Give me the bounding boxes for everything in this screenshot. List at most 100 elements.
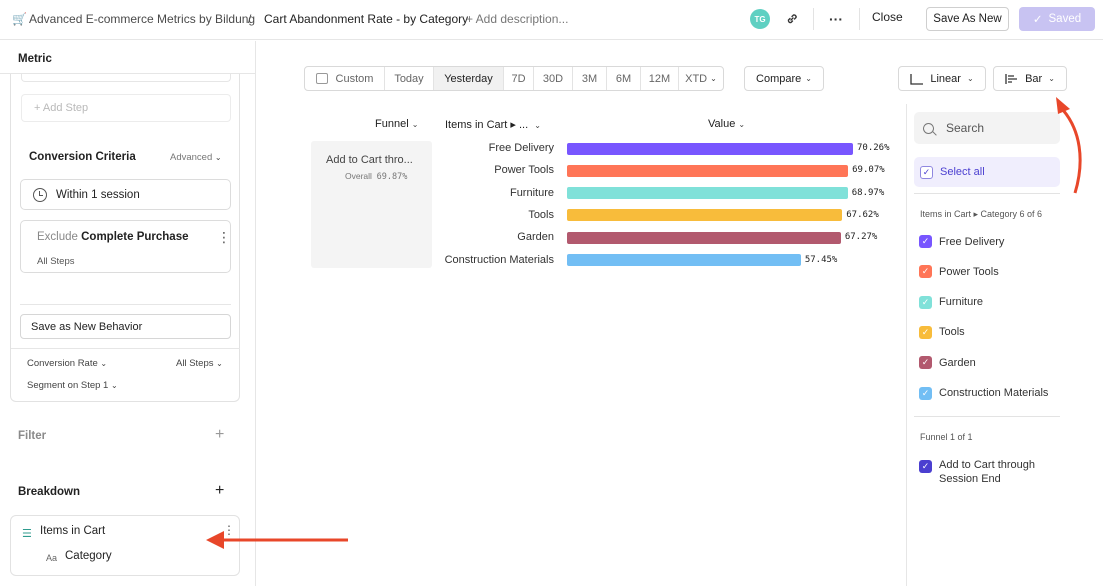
date-xtd[interactable]: XTD ⌄ xyxy=(685,72,717,85)
save-as-new-behavior-button[interactable]: Save as New Behavior xyxy=(20,314,231,339)
compare-dropdown[interactable]: Compare ⌄ xyxy=(744,66,824,91)
select-all-checkbox[interactable]: ✓ Select all xyxy=(914,157,1060,187)
segment-dropdown[interactable]: Segment on Step 1 ⌄ xyxy=(27,380,118,391)
chevron-down-icon: ⌄ xyxy=(738,120,746,129)
add-breakdown-icon[interactable]: + xyxy=(215,482,225,499)
date-3m[interactable]: 3M xyxy=(573,67,607,90)
bar[interactable] xyxy=(567,142,853,155)
date-yesterday[interactable]: Yesterday xyxy=(434,67,504,90)
bar-chart-icon xyxy=(1005,73,1018,84)
close-button[interactable]: Close xyxy=(872,10,903,24)
legend-section-category: Items in Cart ▸ Category 6 of 6 xyxy=(920,209,1043,219)
chart-type-dropdown[interactable]: Bar ⌄ xyxy=(993,66,1067,91)
saved-button[interactable]: ✓ Saved xyxy=(1019,7,1095,31)
add-description-link[interactable]: + Add description... xyxy=(466,12,569,26)
legend-section-funnel: Funnel 1 of 1 xyxy=(920,432,973,442)
legend-panel: Search ✓ Select all Items in Cart ▸ Cate… xyxy=(906,104,1103,586)
left-panel: Metric + Add Step Conversion Criteria Ad… xyxy=(0,41,256,586)
bar[interactable] xyxy=(567,164,849,177)
bar[interactable] xyxy=(567,231,841,244)
legend-item-funnel[interactable]: ✓ Add to Cart through Session End xyxy=(919,458,1059,486)
date-today[interactable]: Today xyxy=(385,67,434,90)
conversion-rate-dropdown[interactable]: Conversion Rate ⌄ xyxy=(27,358,108,369)
chevron-down-icon: ⌄ xyxy=(805,74,812,83)
column-header-items-in-cart[interactable]: Items in Cart ▸ ... ⌄ xyxy=(445,119,541,131)
scale-dropdown[interactable]: Linear ⌄ xyxy=(898,66,986,91)
legend-item[interactable]: ✓ Garden xyxy=(919,356,976,370)
chevron-down-icon: ⌄ xyxy=(110,381,118,390)
column-header-value[interactable]: Value ⌄ xyxy=(708,118,746,130)
save-as-new-button[interactable]: Save As New xyxy=(926,7,1009,31)
category-label: Garden xyxy=(517,231,554,244)
clock-icon xyxy=(33,187,47,202)
breakdown-property: Items in Cart xyxy=(40,525,106,537)
link-icon[interactable] xyxy=(781,8,803,30)
bar[interactable] xyxy=(567,187,848,200)
list-icon: ☰ xyxy=(22,528,32,540)
advanced-dropdown[interactable]: Advanced ⌄ xyxy=(170,152,222,163)
chevron-down-icon: ⌄ xyxy=(534,121,541,130)
category-label: Furniture xyxy=(509,186,554,199)
more-options-icon[interactable]: ··· xyxy=(829,11,843,27)
legend-search-input[interactable]: Search xyxy=(914,112,1060,144)
exclusion-label: Exclude Complete Purchase xyxy=(37,231,189,243)
bar[interactable] xyxy=(567,254,801,266)
checkbox-icon: ✓ xyxy=(919,356,932,370)
chevron-down-icon: ⌄ xyxy=(966,74,974,83)
avatar[interactable]: TG xyxy=(750,9,770,29)
add-filter-icon[interactable]: + xyxy=(215,426,225,443)
checkbox-icon: ✓ xyxy=(919,386,932,400)
report-title[interactable]: Cart Abandonment Rate - by Category xyxy=(264,12,469,26)
date-30d[interactable]: 30D xyxy=(534,67,573,90)
cart-icon: 🛒 xyxy=(12,12,27,26)
date-range-selector: Custom Today Yesterday 7D 30D 3M 6M 12M … xyxy=(304,66,724,91)
legend-item[interactable]: ✓ Construction Materials xyxy=(919,386,1048,400)
breadcrumb-separator: / xyxy=(248,12,252,26)
conversion-window-button[interactable]: Within 1 session xyxy=(20,179,231,210)
legend-item-label: Free Delivery xyxy=(939,235,1005,248)
chevron-down-icon: ⌄ xyxy=(411,120,419,129)
legend-item[interactable]: ✓ Furniture xyxy=(919,295,983,309)
checkbox-icon: ✓ xyxy=(919,295,932,309)
date-7d[interactable]: 7D xyxy=(504,67,534,90)
kebab-menu-icon[interactable]: ⋮ xyxy=(217,229,231,245)
checkbox-icon: ✓ xyxy=(919,265,932,279)
category-label: Power Tools xyxy=(494,164,554,177)
checkbox-icon: ✓ xyxy=(919,235,932,248)
bar[interactable] xyxy=(567,209,843,222)
check-icon: ✓ xyxy=(1032,14,1043,26)
legend-item[interactable]: ✓ Free Delivery xyxy=(919,235,1004,248)
filter-label: Filter xyxy=(18,430,47,442)
breakdown-label: Breakdown xyxy=(18,486,80,498)
exclusion-card[interactable]: Exclude Complete Purchase All Steps ⋮ xyxy=(20,220,231,273)
chevron-down-icon: ⌄ xyxy=(216,359,223,368)
metric-label: Metric xyxy=(18,53,52,65)
category-label: Construction Materials xyxy=(444,253,554,266)
bar-value-label: 68.97% xyxy=(851,187,885,198)
funnel-cell[interactable]: Add to Cart thro... Overall 69.87% xyxy=(311,141,432,268)
all-steps-dropdown[interactable]: All Steps ⌄ xyxy=(176,358,223,369)
chevron-down-icon: ⌄ xyxy=(214,153,222,162)
legend-item[interactable]: ✓ Tools xyxy=(919,325,965,339)
date-12m[interactable]: 12M xyxy=(641,67,679,90)
legend-item[interactable]: ✓ Power Tools xyxy=(919,265,999,279)
bar-value-label: 67.27% xyxy=(844,232,878,243)
bar-value-label: 70.26% xyxy=(857,143,890,153)
category-label: Free Delivery xyxy=(488,142,554,154)
column-header-funnel[interactable]: Funnel ⌄ xyxy=(375,118,419,130)
previous-step-stub xyxy=(21,74,231,82)
calendar-icon xyxy=(315,73,328,84)
date-custom[interactable]: Custom xyxy=(305,67,385,90)
breakdown-sub-property: Category xyxy=(65,550,112,562)
legend-item-label: Power Tools xyxy=(939,265,999,278)
bar-value-label: 67.62% xyxy=(846,209,879,220)
saved-label: Saved xyxy=(1048,13,1082,25)
metric-card: + Add Step Conversion Criteria Advanced … xyxy=(10,74,240,402)
bar-value-label: 69.07% xyxy=(852,165,885,176)
date-6m[interactable]: 6M xyxy=(607,67,641,90)
legend-item-label: Tools xyxy=(939,326,965,339)
add-step-button[interactable]: + Add Step xyxy=(21,94,231,122)
kebab-menu-icon[interactable]: ⋮ xyxy=(223,523,235,537)
breadcrumb-project[interactable]: Advanced E-commerce Metrics by Bildung xyxy=(29,12,256,26)
breakdown-card[interactable]: ☰ Items in Cart ⋮ Aa Category xyxy=(10,515,240,576)
